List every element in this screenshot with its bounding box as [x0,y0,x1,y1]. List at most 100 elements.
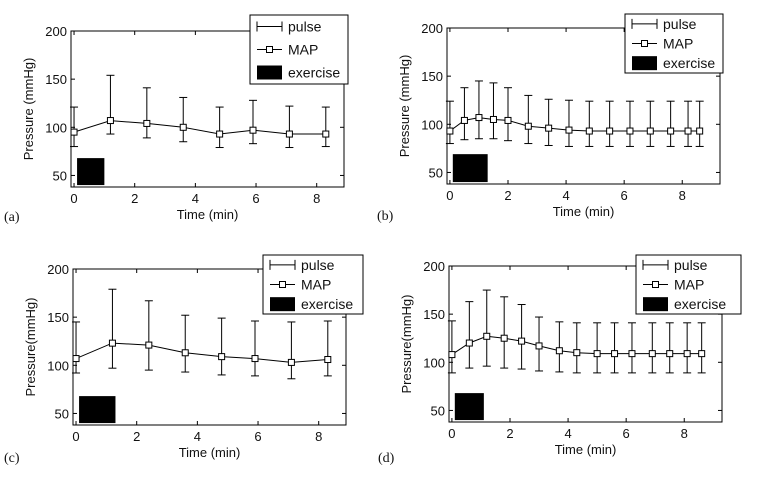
legend-exercise-label: exercise [663,55,715,71]
x-tick-label: 6 [252,191,259,206]
y-tick-label: 50 [55,406,69,421]
map-point [108,339,116,347]
x-axis-label: Time (min) [555,442,617,457]
legend-map-label: MAP [663,36,693,52]
y-axis-label: Pressure(mmHg) [23,298,38,397]
x-tick-label: 8 [315,429,322,444]
map-line [73,120,326,135]
x-tick-label: 4 [192,191,199,206]
x-tick-label: 6 [254,429,261,444]
y-tick-label: 50 [429,165,443,180]
chart-panel-b: 50 100 150 200 0 2 4 6 8 Time (min) Pressure (mmHg… [377,13,724,224]
map-point [489,115,497,123]
y-tick-label: 150 [423,307,445,322]
x-tick-label: 2 [506,426,513,441]
map-point [181,349,189,357]
plot-frame [448,265,723,423]
legend-pulse-label: pulse [301,257,335,273]
map-point [593,350,601,358]
map-point [696,127,704,135]
x-tick-label: 0 [446,188,453,203]
map-point [555,347,563,355]
x-tick-label: 4 [564,426,571,441]
map-point [524,122,532,130]
legend-map-marker [652,281,659,288]
panel-label: (b) [377,209,394,224]
map-point [626,127,634,135]
legend-exercise-label: exercise [674,296,726,312]
y-tick-label: 200 [45,24,67,39]
panel-label: (d) [378,451,395,466]
x-tick-label: 2 [504,188,511,203]
exercise-bar [454,393,484,421]
chart-panel-d: 50 100 150 200 0 2 4 6 8 Time (min) Pressure(mmHg)… [378,254,742,466]
map-point [251,355,259,363]
legend-pulse-label: pulse [674,257,708,273]
y-axis-label: Pressure (mmHg) [21,58,36,161]
map-point [475,114,483,122]
map-point [646,127,654,135]
legend-pulse-label: pulse [288,19,322,35]
map-point [218,353,226,361]
map-point [145,341,153,349]
panel-label: (a) [4,210,20,225]
map-point [667,127,675,135]
map-point [216,130,224,138]
x-axis-label: Time (min) [553,204,615,219]
chart-panel-a: 50 100 150 200 0 2 4 6 8 Time (min) Pressure (mmHg… [4,14,349,225]
map-point [504,116,512,124]
map-point [285,130,293,138]
map-point [573,349,581,357]
map-point [698,350,706,358]
y-axis-label: Pressure (mmHg) [397,55,412,158]
y-tick-label: 200 [421,21,443,36]
map-point [483,332,491,340]
legend-exercise-swatch [257,65,282,80]
y-tick-label: 100 [421,117,443,132]
plot-frame [72,268,347,426]
exercise-bar [79,396,116,424]
legend-map-marker [641,40,648,47]
legend-map-label: MAP [301,277,331,293]
y-tick-label: 150 [421,69,443,84]
x-tick-label: 4 [562,188,569,203]
x-tick-label: 8 [679,188,686,203]
map-line [75,342,328,363]
x-tick-label: 2 [131,191,138,206]
y-tick-label: 50 [53,168,67,183]
y-axis-label: Pressure(mmHg) [399,295,414,394]
chart-panel-c: 50 100 150 200 0 2 4 6 8 Time (min) Pressure(mmHg)… [4,254,364,466]
legend-map-label: MAP [288,42,318,58]
map-point [518,337,526,345]
x-axis-label: Time (min) [177,207,239,222]
y-tick-label: 200 [423,259,445,274]
map-point [628,350,636,358]
map-point [648,350,656,358]
map-point [460,116,468,124]
plot-frame [446,27,721,185]
x-tick-label: 8 [681,426,688,441]
y-tick-label: 100 [423,355,445,370]
x-tick-label: 4 [194,429,201,444]
panel-label: (c) [4,451,20,466]
legend-map-marker [279,281,286,288]
exercise-bar [77,158,105,186]
map-point [287,358,295,366]
legend-exercise-swatch [643,297,668,312]
map-point [585,127,593,135]
map-point [322,130,330,138]
map-point [611,350,619,358]
legend-map-label: MAP [674,277,704,293]
map-point [448,351,456,359]
y-tick-label: 100 [45,120,67,135]
x-tick-label: 8 [313,191,320,206]
map-point [545,124,553,132]
legend-exercise-label: exercise [301,296,353,312]
map-point [70,128,78,136]
map-point [446,127,454,135]
map-point [565,126,573,134]
legend-exercise-label: exercise [288,65,340,81]
map-point [684,127,692,135]
map-point [500,334,508,342]
